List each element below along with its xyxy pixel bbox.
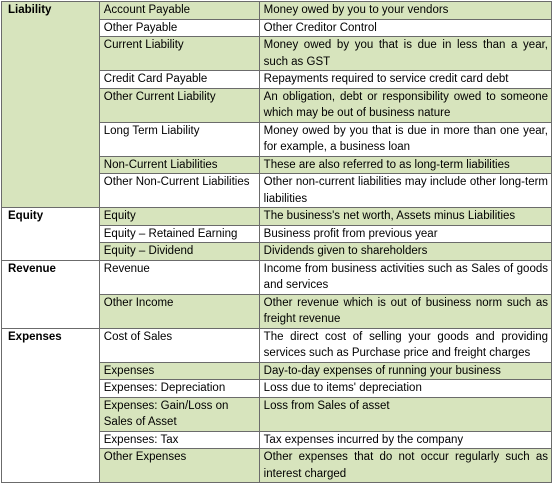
table-row: Other Current Liability An obligation, de… — [2, 87, 553, 123]
account-name-cell: Expenses: Depreciation — [98, 379, 260, 398]
account-description-cell: Tax expenses incurred by the company — [258, 430, 553, 449]
account-description-cell: An obligation, debt or responsibility ow… — [258, 87, 553, 123]
category-cell: Expenses — [1, 327, 100, 483]
account-name-cell: Equity – Retained Earning — [98, 224, 260, 243]
account-description-cell: Other non-current liabilities may includ… — [258, 173, 553, 208]
table-row: Expenses Cost of Sales The direct cost of … — [1, 327, 553, 483]
table-row: Expenses: Gain/Loss on Sales of Asset Los… — [2, 396, 553, 432]
table-row: Equity – Dividend Dividends given to shar… — [2, 242, 553, 261]
account-name-cell: Non-Current Liabilities — [98, 155, 260, 174]
table-row: Other Non-Current Liabilities Other non-c… — [2, 173, 553, 208]
account-name-cell: Credit Card Payable — [98, 70, 260, 89]
account-name-cell: Other Expenses — [98, 448, 260, 483]
table-row: Equity Equity The business's net worth, As… — [1, 207, 553, 261]
account-description-cell: Repayments required to service credit ca… — [258, 70, 553, 89]
account-name-cell: Cost of Sales — [98, 327, 260, 363]
account-description-cell: Other expenses that do not occur regular… — [258, 448, 553, 483]
account-description-cell: Money owed by you that is due in more th… — [258, 121, 553, 157]
account-name-cell: Equity — [98, 207, 260, 226]
table-row: Long Term Liability Money owed by you tha… — [2, 121, 553, 157]
account-name-cell: Current Liability — [98, 36, 260, 71]
account-description-cell: The direct cost of selling your goods an… — [258, 327, 553, 363]
category-cell: Equity — [1, 207, 100, 261]
table-row: Liability Account Payable Money owed by yo… — [1, 1, 553, 208]
account-name-cell: Equity – Dividend — [98, 242, 260, 261]
account-name-cell: Account Payable — [98, 1, 260, 20]
account-name-cell: Expenses — [98, 361, 260, 380]
table-row: Non-Current Liabilities These are also re… — [2, 155, 553, 174]
account-name-cell: Expenses: Tax — [98, 430, 260, 449]
account-description-cell: The business's net worth, Assets minus L… — [258, 207, 553, 226]
account-description-cell: Money owed by you that is due in less th… — [258, 36, 553, 71]
account-description-cell: Money owed by you to your vendors — [258, 1, 553, 20]
account-name-cell: Other Current Liability — [98, 87, 260, 123]
account-description-cell: Other Creditor Control — [258, 18, 553, 37]
table-row: Credit Card Payable Repayments required t… — [2, 70, 553, 89]
table-row: Current Liability Money owed by you that … — [2, 36, 553, 71]
table-row: Other Expenses Other expenses that do not… — [2, 448, 553, 483]
account-name-cell: Other Payable — [98, 18, 260, 37]
table-row: Revenue Revenue Income from business activ… — [1, 259, 553, 329]
account-description-cell: Day-to-day expenses of running your busi… — [258, 361, 553, 380]
account-description-cell: These are also referred to as long-term … — [258, 155, 553, 174]
table-row: Other Income Other revenue which is out o… — [2, 293, 553, 329]
account-name-cell: Long Term Liability — [98, 121, 260, 157]
account-description-cell: Loss from Sales of asset — [258, 396, 553, 432]
account-name-cell: Expenses: Gain/Loss on Sales of Asset — [98, 396, 260, 432]
account-description-cell: Income from business activities such as … — [258, 259, 553, 295]
account-description-cell: Other revenue which is out of business n… — [258, 293, 553, 329]
account-name-cell: Other Non-Current Liabilities — [98, 173, 260, 208]
account-description-cell: Loss due to items' depreciation — [258, 379, 553, 398]
account-description-cell: Dividends given to shareholders — [258, 242, 553, 261]
table-row: Equity – Retained Earning Business profit… — [2, 224, 553, 243]
category-cell: Revenue — [1, 259, 100, 329]
category-cell: Liability — [1, 1, 100, 208]
account-description-cell: Business profit from previous year — [258, 224, 553, 243]
account-name-cell: Revenue — [98, 259, 260, 295]
table-body: Liability Account Payable Money owed by yo… — [1, 1, 553, 483]
account-name-cell: Other Income — [98, 293, 260, 329]
account-types-table: Liability Account Payable Money owed by yo… — [1, 1, 553, 483]
